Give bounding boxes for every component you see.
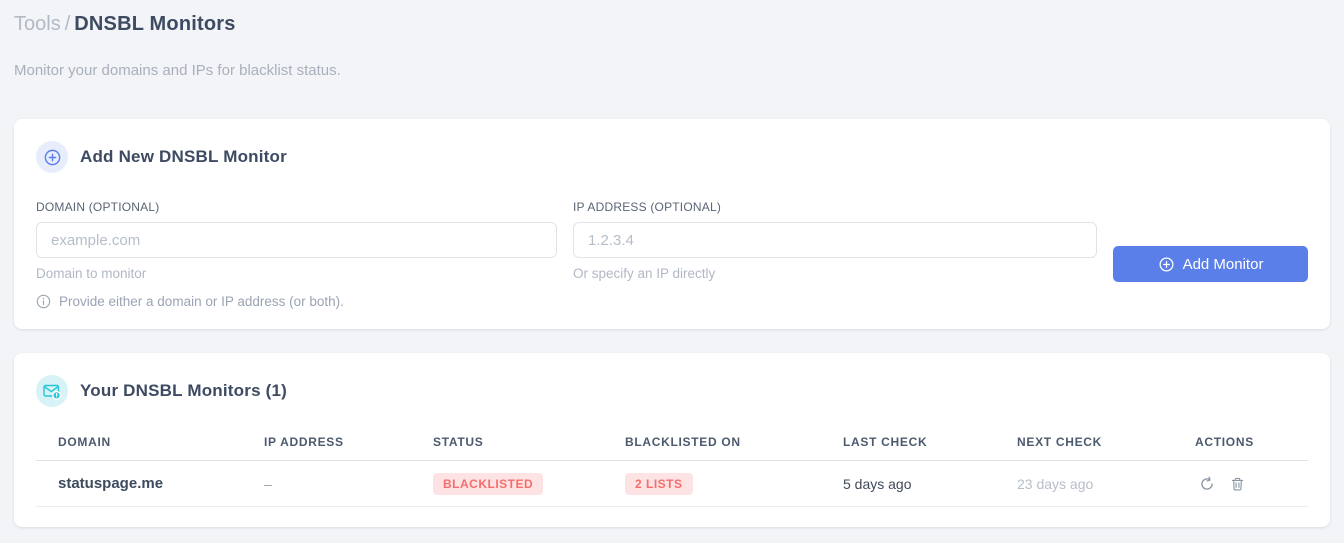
ip-address-input[interactable]: [573, 222, 1097, 258]
page: Tools / DNSBL Monitors Monitor your domain…: [14, 12, 1330, 527]
plus-icon: [1158, 256, 1175, 273]
col-header-status: STATUS: [433, 435, 484, 449]
add-monitor-button-label: Add Monitor: [1182, 255, 1264, 273]
monitors-table: DOMAIN IP ADDRESS STATUS BLACKLISTED ON …: [36, 421, 1308, 507]
domain-field-label: DOMAIN (OPTIONAL): [36, 200, 160, 214]
cell-last-check: 5 days ago: [843, 475, 912, 492]
blacklisted-on-badge[interactable]: 2 LISTS: [625, 472, 693, 495]
domain-input[interactable]: [36, 222, 557, 258]
ip-field-helper: Or specify an IP directly: [573, 266, 716, 281]
col-header-domain: DOMAIN: [58, 435, 111, 449]
monitors-card-header: Your DNSBL Monitors (1): [36, 375, 1308, 407]
refresh-icon: [1199, 476, 1215, 492]
cell-next-check: 23 days ago: [1017, 475, 1094, 492]
mail-alert-icon: [36, 375, 68, 407]
page-title: DNSBL Monitors: [74, 13, 236, 35]
add-monitor-card-header: Add New DNSBL Monitor: [36, 141, 1308, 173]
info-note: Provide either a domain or IP address (o…: [36, 294, 1308, 309]
cell-ip-address: –: [264, 475, 272, 492]
table-row: statuspage.me – BLACKLISTED 2 LISTS 5 da…: [36, 461, 1308, 507]
domain-field-helper: Domain to monitor: [36, 266, 147, 281]
domain-field-group: DOMAIN (OPTIONAL) Domain to monitor: [36, 200, 557, 282]
monitors-card: Your DNSBL Monitors (1) DOMAIN IP ADDRES…: [14, 353, 1330, 527]
table-header-row: DOMAIN IP ADDRESS STATUS BLACKLISTED ON …: [36, 421, 1308, 461]
col-header-ip-address: IP ADDRESS: [264, 435, 344, 449]
delete-button[interactable]: [1230, 476, 1245, 492]
cell-blacklisted-on: 2 LISTS: [625, 472, 843, 495]
col-header-next-check: NEXT CHECK: [1017, 435, 1103, 449]
trash-icon: [1230, 476, 1245, 492]
refresh-button[interactable]: [1199, 476, 1215, 492]
info-icon: [36, 294, 51, 309]
page-subtitle: Monitor your domains and IPs for blackli…: [14, 62, 341, 79]
monitors-card-title: Your DNSBL Monitors (1): [80, 381, 288, 400]
col-header-blacklisted-on: BLACKLISTED ON: [625, 435, 741, 449]
cell-status: BLACKLISTED: [433, 472, 625, 495]
circle-plus-icon: [36, 141, 68, 173]
submit-column: Add Monitor: [1113, 200, 1308, 282]
add-monitor-card-title: Add New DNSBL Monitor: [80, 147, 287, 166]
col-header-actions: ACTIONS: [1195, 435, 1254, 449]
col-header-last-check: LAST CHECK: [843, 435, 928, 449]
ip-field-group: IP ADDRESS (OPTIONAL) Or specify an IP d…: [573, 200, 1097, 282]
info-note-text: Provide either a domain or IP address (o…: [59, 294, 344, 309]
breadcrumb-section-tools[interactable]: Tools: [14, 13, 61, 35]
cell-actions: [1195, 476, 1308, 492]
ip-field-label: IP ADDRESS (OPTIONAL): [573, 200, 722, 214]
cell-domain: statuspage.me: [58, 475, 164, 492]
add-monitor-button[interactable]: Add Monitor: [1113, 246, 1308, 282]
status-badge: BLACKLISTED: [433, 472, 544, 495]
breadcrumb-separator: /: [64, 13, 71, 35]
add-monitor-form: DOMAIN (OPTIONAL) Domain to monitor IP A…: [36, 200, 1308, 282]
breadcrumb: Tools / DNSBL Monitors: [14, 12, 1330, 36]
add-monitor-card: Add New DNSBL Monitor DOMAIN (OPTIONAL) …: [14, 119, 1330, 329]
